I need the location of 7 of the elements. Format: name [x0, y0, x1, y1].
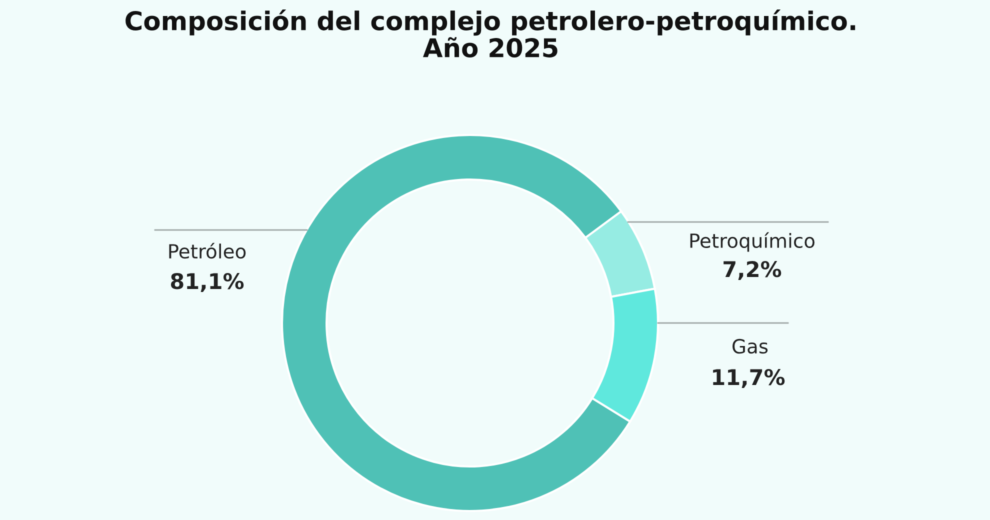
slice-label: Gas — [732, 338, 768, 354]
data-label: 11,7% — [713, 368, 785, 388]
data-label: 81,1% — [170, 272, 244, 292]
data-label: 7,2% — [724, 260, 782, 280]
chart-title: Composición del complejo petrolero-petroquímico. Año 2025 — [126, 10, 856, 58]
slice-label: Petroquímico — [690, 232, 814, 252]
slice-label: Petróleo — [169, 242, 246, 259]
